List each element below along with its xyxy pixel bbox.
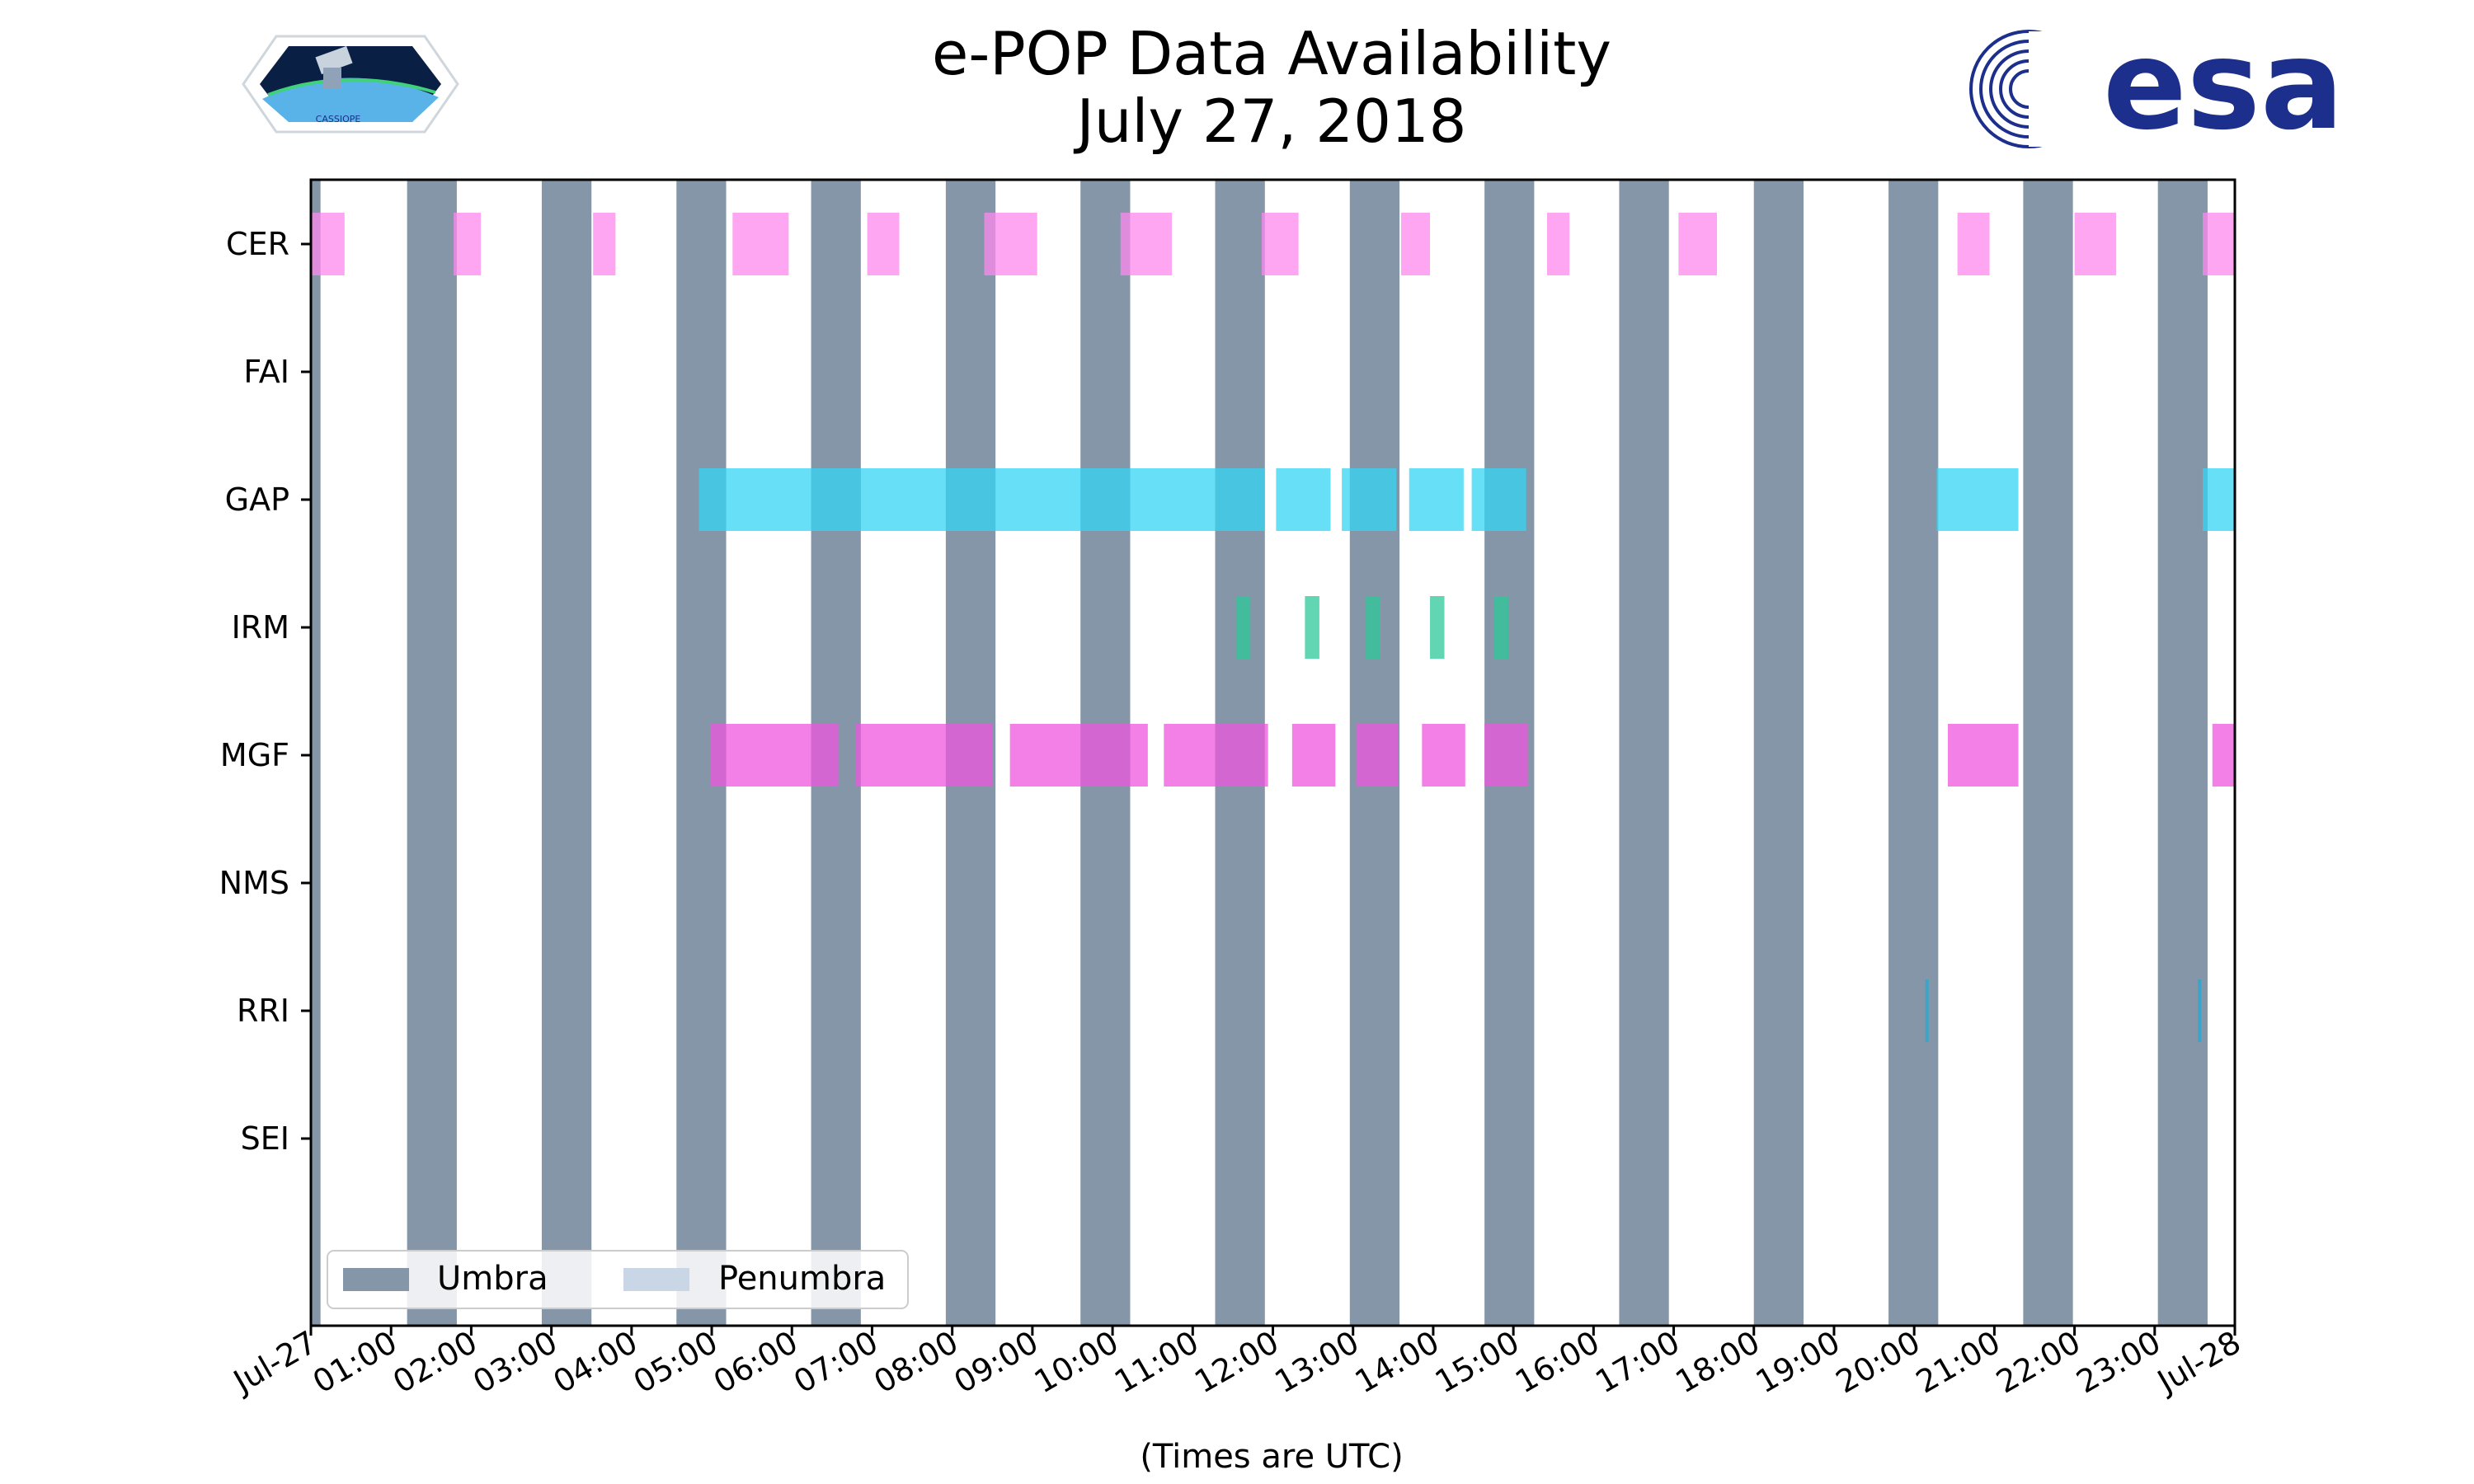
x-axis: Jul-2701:0002:0003:0004:0005:0006:0007:0… (226, 1324, 2246, 1401)
cassiope-logo-text: CASSIOPE (316, 114, 361, 124)
x-tick-label: 16:00 (1509, 1324, 1606, 1401)
availability-bar-irm (1493, 596, 1509, 659)
umbra-band (2157, 180, 2208, 1326)
umbra-band (311, 180, 321, 1326)
availability-bar-gap (1936, 468, 2019, 531)
availability-bar-mgf (1164, 724, 1268, 787)
esa-logo: esa (1969, 14, 2344, 157)
availability-bar-gap (1409, 468, 1464, 531)
availability-bar-cer (1261, 213, 1299, 275)
y-tick-label-rri: RRI (237, 993, 289, 1029)
availability-bar-gap (1342, 468, 1397, 531)
y-tick-label-sei: SEI (241, 1120, 289, 1157)
esa-logo-text: esa (2103, 14, 2344, 157)
x-tick-label: Jul-27 (226, 1324, 322, 1401)
availability-bar-cer (1401, 213, 1431, 275)
legend-label-umbra: Umbra (437, 1260, 548, 1298)
x-tick-label: 12:00 (1188, 1324, 1285, 1401)
umbra-band (541, 180, 592, 1326)
plot-frame (309, 178, 2236, 1327)
chart-title: e-POP Data Availability (932, 19, 1611, 88)
x-tick-label: 07:00 (788, 1324, 884, 1401)
x-tick-label: 10:00 (1028, 1324, 1125, 1401)
availability-bar-cer (2074, 213, 2117, 275)
legend-swatch-penumbra (623, 1268, 689, 1291)
x-axis-label: (Times are UTC) (1140, 1438, 1403, 1476)
availability-bar-cer (867, 213, 900, 275)
x-tick-label: 01:00 (307, 1324, 403, 1401)
y-tick-label-irm: IRM (232, 609, 289, 646)
availability-bar-cer (984, 213, 1037, 275)
availability-bar-gap (1276, 468, 1331, 531)
x-tick-label: 06:00 (708, 1324, 804, 1401)
umbra-band (407, 180, 457, 1326)
availability-bar-irm (1235, 596, 1251, 659)
instrument-bars (311, 213, 2235, 1042)
x-tick-label: 08:00 (868, 1324, 964, 1401)
availability-bar-mgf (1422, 724, 1465, 787)
availability-bar-cer (1678, 213, 1718, 275)
x-tick-label: 04:00 (547, 1324, 643, 1401)
availability-bar-mgf (1947, 724, 2019, 787)
availability-bar-irm (1430, 596, 1445, 659)
availability-bar-mgf (1291, 724, 1336, 787)
x-tick-label: 09:00 (948, 1324, 1045, 1401)
chart-subtitle-date: July 27, 2018 (1074, 87, 1467, 156)
y-axis: CER FAI GAP IRM MGF NMS RRI SEI (219, 226, 311, 1157)
availability-bar-mgf (1009, 724, 1148, 787)
availability-bar-cer (1120, 213, 1173, 275)
umbra-band (2023, 180, 2073, 1326)
x-tick-label: 14:00 (1349, 1324, 1446, 1401)
availability-bar-gap (2203, 468, 2235, 531)
availability-bar-mgf (1356, 724, 1399, 787)
availability-bar-gap (698, 468, 1265, 531)
availability-bar-cer (2203, 213, 2235, 275)
x-tick-label: 23:00 (2070, 1324, 2166, 1401)
y-tick-label-mgf: MGF (220, 737, 289, 773)
x-tick-label: 13:00 (1268, 1324, 1365, 1401)
y-tick-label-fai: FAI (243, 354, 289, 390)
availability-bar-gap (1471, 468, 1526, 531)
availability-bar-irm (1366, 596, 1380, 659)
x-tick-label: 11:00 (1108, 1324, 1205, 1401)
umbra-band (1888, 180, 1939, 1326)
y-tick-label-gap: GAP (225, 481, 289, 518)
availability-bar-cer (732, 213, 789, 275)
availability-bar-irm (1305, 596, 1319, 659)
availability-bar-cer (454, 213, 482, 275)
legend-swatch-umbra (343, 1268, 409, 1291)
x-tick-label: 05:00 (628, 1324, 724, 1401)
x-tick-label: 20:00 (1830, 1324, 1926, 1401)
x-tick-label: 21:00 (1910, 1324, 2006, 1401)
legend-label-penumbra: Penumbra (718, 1260, 886, 1298)
availability-bar-mgf (2212, 724, 2235, 787)
x-tick-label: 17:00 (1589, 1324, 1686, 1401)
x-tick-label: 18:00 (1669, 1324, 1766, 1401)
x-tick-label: 15:00 (1429, 1324, 1526, 1401)
legend: Umbra Penumbra (327, 1250, 909, 1309)
availability-bar-mgf (856, 724, 993, 787)
availability-bar-cer (593, 213, 616, 275)
availability-bar-mgf (710, 724, 839, 787)
x-tick-label: 02:00 (387, 1324, 483, 1401)
availability-bar-mgf (1484, 724, 1528, 787)
y-tick-label-nms: NMS (219, 865, 289, 901)
legend-box (327, 1250, 909, 1309)
availability-bar-rri (1925, 979, 1929, 1042)
y-tick-label-cer: CER (226, 226, 289, 262)
x-tick-label: 22:00 (1990, 1324, 2086, 1401)
umbra-band (1753, 180, 1804, 1326)
x-tick-label: 03:00 (467, 1324, 563, 1401)
cassiope-logo: CASSIOPE (242, 35, 459, 134)
availability-bar-rri (2198, 979, 2202, 1042)
x-tick-label: Jul-28 (2150, 1324, 2246, 1401)
availability-bar-cer (1957, 213, 1990, 275)
availability-bar-cer (1546, 213, 1570, 275)
x-tick-label: 19:00 (1750, 1324, 1846, 1401)
umbra-band (1619, 180, 1669, 1326)
availability-bar-cer (311, 213, 345, 275)
